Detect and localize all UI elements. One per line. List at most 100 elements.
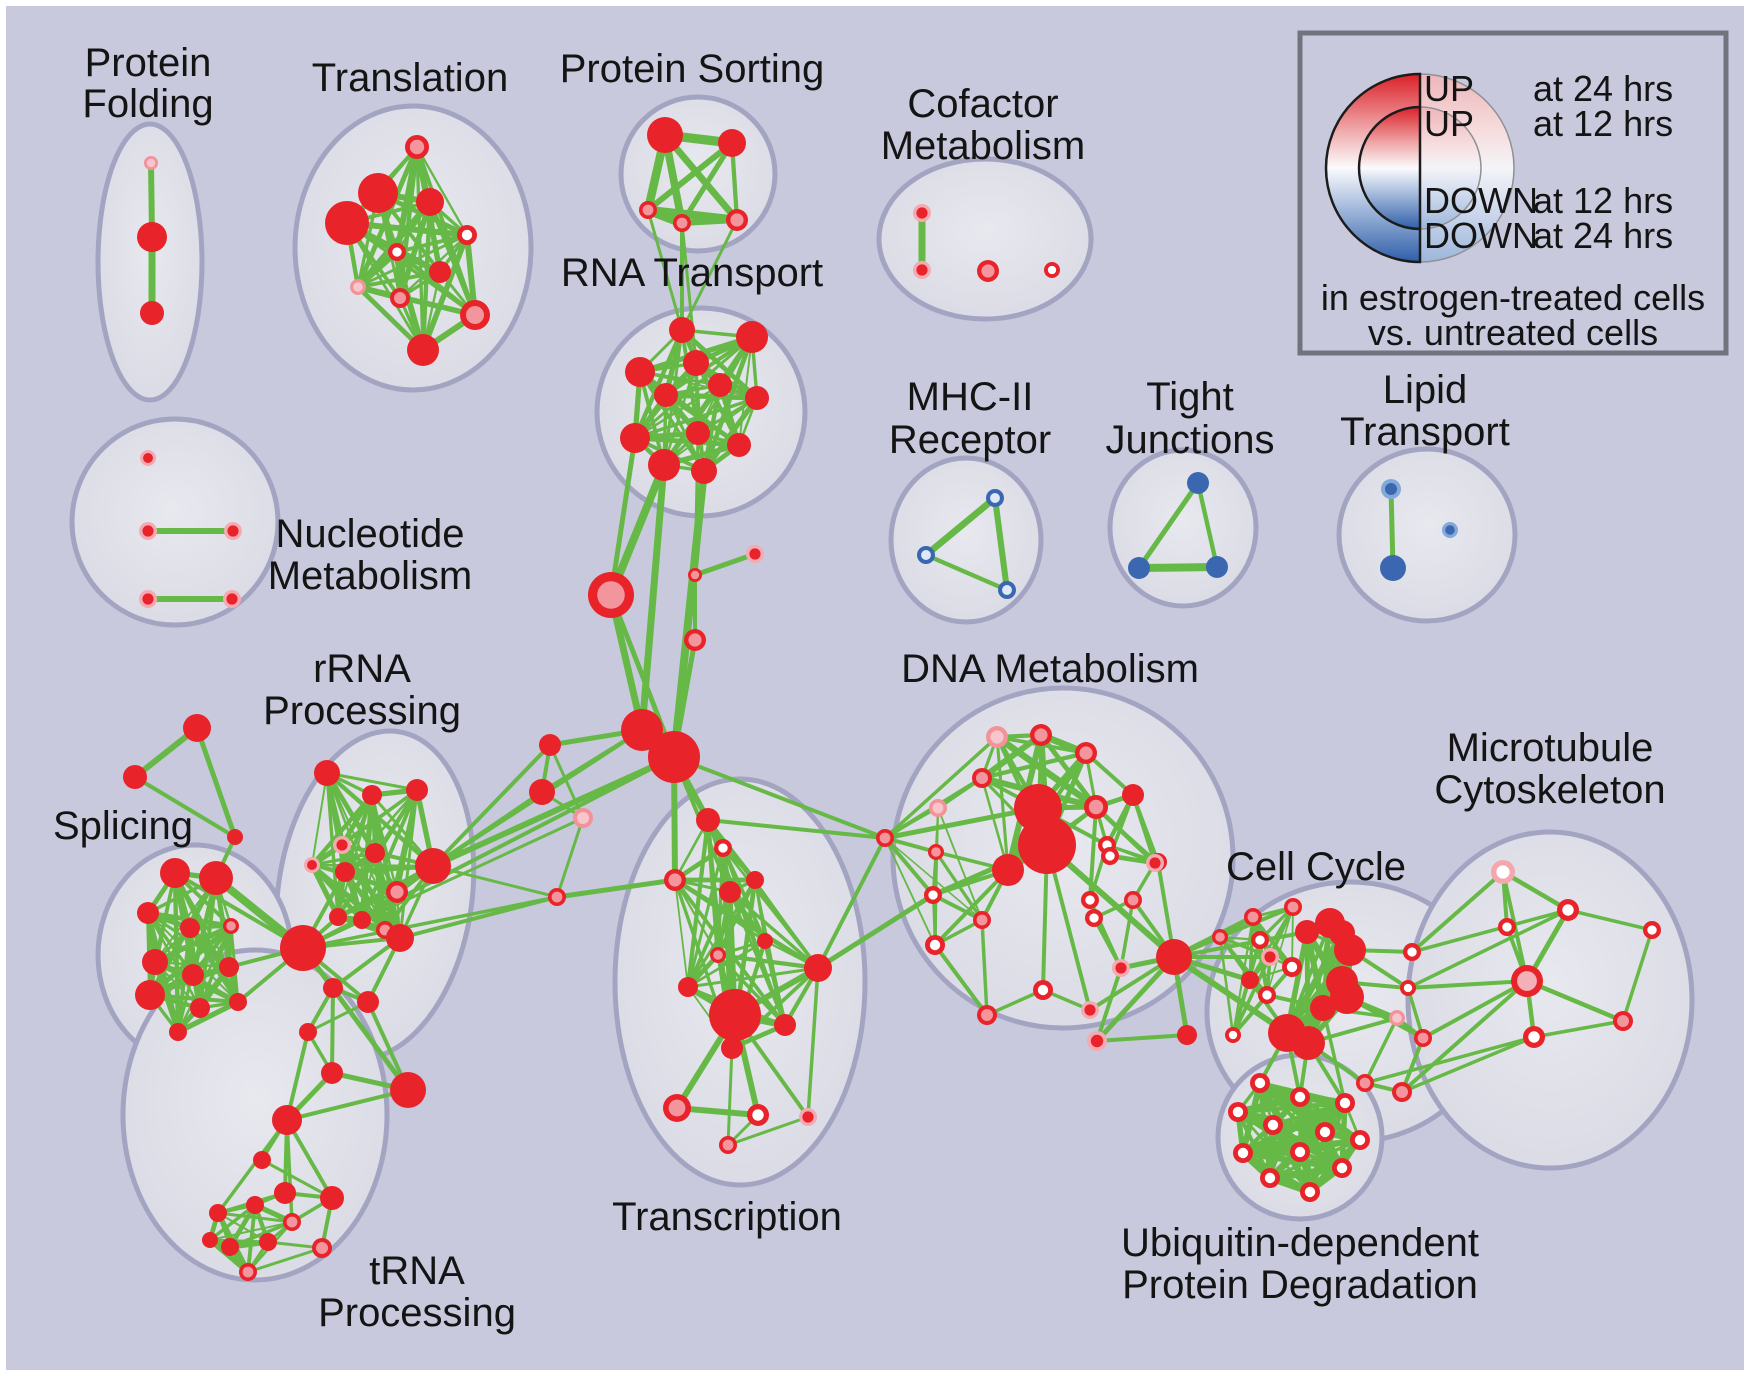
network-node [1400, 980, 1416, 996]
network-node [358, 173, 398, 213]
network-node [386, 924, 414, 952]
node-core-whitecore-redring [1339, 1097, 1351, 1109]
network-edge [555, 816, 585, 899]
network-edge [608, 435, 638, 598]
node-core-whitecore-redring [1037, 984, 1049, 996]
node-ring-red-solid [390, 1072, 426, 1108]
node-ring-red-solid [774, 1014, 796, 1036]
network-edge [607, 591, 646, 734]
network-edge [1093, 804, 1158, 866]
network-node [928, 844, 944, 860]
network-node [140, 450, 156, 466]
network-edge [1095, 966, 1123, 1043]
network-edge [309, 862, 341, 920]
node-core-pinkcore-redring [879, 832, 891, 844]
cluster-ellipse-mhc-ii-receptor [888, 455, 1044, 625]
network-node [388, 243, 406, 261]
network-node [986, 726, 1008, 748]
network-node [457, 225, 477, 245]
network-node [274, 1182, 296, 1204]
node-core-pinkcore-redring [730, 213, 744, 227]
node-ring-red-solid [415, 848, 451, 884]
node-ring-red-solid [686, 421, 710, 445]
network-node [539, 734, 561, 756]
network-node [183, 714, 211, 742]
network-node [924, 886, 942, 904]
node-ring-red-solid [1122, 784, 1144, 806]
node-ring-red-solid [321, 1062, 343, 1084]
node-core-pinkcore-redring [226, 921, 236, 931]
node-core-whitecore-redring [1294, 1091, 1306, 1103]
node-core-whitecore-redring [718, 843, 728, 853]
node-core-redcore-pinkring [336, 839, 348, 851]
network-node [1290, 1142, 1310, 1162]
network-node [1081, 1001, 1099, 1019]
network-node [757, 933, 773, 949]
node-core-pinkcore-redring [390, 885, 404, 899]
cluster-label-mhc-ii-receptor: MHC-II [907, 375, 1034, 419]
node-core-whitecore-redring [929, 939, 941, 951]
network-node [304, 857, 320, 873]
node-core-pinkcore-redring [242, 1266, 254, 1278]
node-core-palepink [353, 282, 363, 292]
node-core-whitecore-redring [1264, 1172, 1276, 1184]
cluster-label-trna-processing: Processing [318, 1291, 516, 1335]
node-core-whitecore-redring [461, 229, 473, 241]
network-node [998, 581, 1016, 599]
network-node [1244, 908, 1262, 926]
node-ring-red-solid [620, 423, 650, 453]
node-ring-red-solid [357, 991, 379, 1013]
node-core-bluecore-lightring [1385, 483, 1397, 495]
node-ring-red-solid [1334, 934, 1366, 966]
node-core-pinkcore-redring [1034, 728, 1048, 742]
node-core-pinkcore-redring [976, 772, 988, 784]
network-edge [608, 592, 677, 760]
network-node [406, 779, 428, 801]
node-ring-red-solid [1156, 939, 1192, 975]
network-edge [753, 878, 787, 1027]
node-ring-red-solid [1295, 920, 1319, 944]
network-edge [395, 233, 469, 254]
node-ring-red-solid [123, 765, 147, 789]
network-edge [692, 551, 758, 578]
node-ring-red-solid [180, 918, 200, 938]
cluster-label-cofactor-metabolism: Cofactor [907, 82, 1058, 126]
network-edge [883, 836, 935, 897]
node-core-pinkcore-redring [690, 570, 700, 580]
legend-box [1297, 30, 1729, 356]
cluster-label-tight-junctions: Junctions [1106, 418, 1275, 462]
cluster-label-rna-transport: RNA Transport [561, 251, 823, 295]
legend-change-label: DOWN [1424, 180, 1538, 221]
cluster-label-microtubule-cytoskeleton: Microtubule [1447, 726, 1654, 770]
network-edge [1388, 486, 1396, 571]
network-edge [285, 1118, 334, 1200]
cluster-label-lipid-transport: Transport [1340, 410, 1510, 454]
node-core-pinkcore-redring [1287, 901, 1299, 913]
network-edge [1136, 480, 1201, 571]
network-node [1261, 948, 1279, 966]
network-node [992, 854, 1024, 886]
network-node [223, 590, 241, 608]
node-core-pinkcore-redring [551, 891, 563, 903]
node-ring-red-solid [719, 881, 741, 903]
network-edge [431, 864, 559, 899]
network-node [1557, 899, 1579, 921]
network-node [224, 522, 242, 540]
network-edge [1171, 954, 1290, 1036]
legend-time-label: at 24 hrs [1533, 68, 1673, 109]
node-ring-red-solid [209, 1204, 227, 1222]
network-node [1087, 1031, 1107, 1051]
network-edge [146, 911, 202, 1010]
network-node [229, 993, 247, 1011]
network-edge [922, 494, 999, 559]
node-core-redcore-pinkring [916, 264, 928, 276]
node-ring-red-solid [142, 949, 168, 975]
network-edge [607, 461, 668, 599]
network-edge [310, 851, 377, 867]
node-ring-red-solid [169, 1023, 187, 1041]
network-node [708, 373, 732, 397]
network-edge [1235, 1100, 1348, 1115]
network-node [209, 1204, 227, 1222]
node-core-redcore-pinkring [1149, 857, 1161, 869]
network-node [219, 957, 239, 977]
